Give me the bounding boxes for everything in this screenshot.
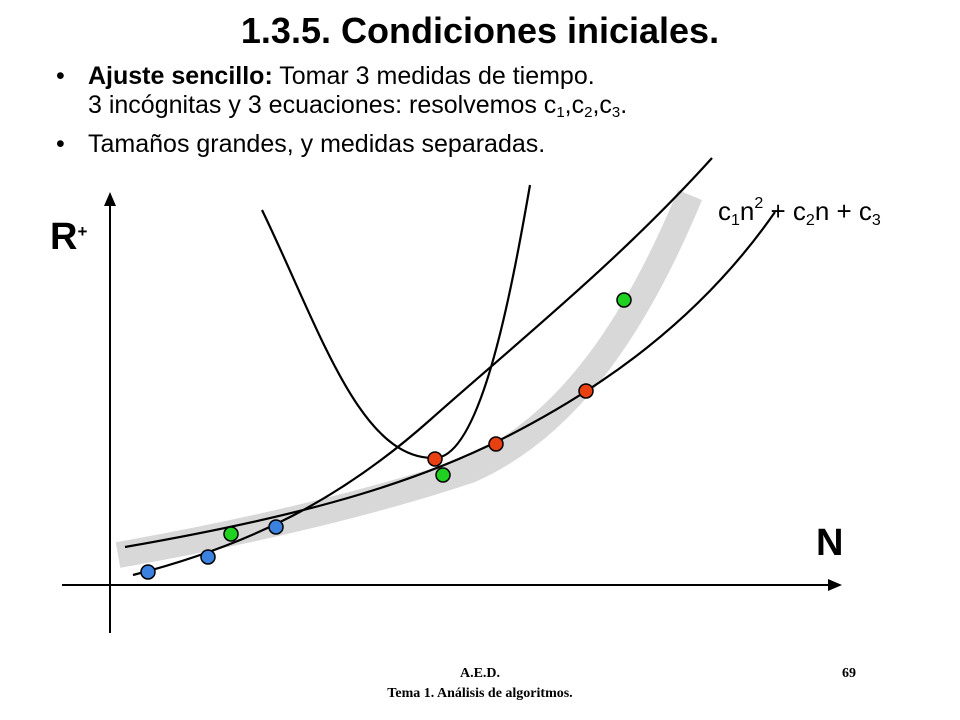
sub-2: 2 [584, 104, 593, 121]
polynomial-formula: c1n2 + c2n + c3 [718, 195, 881, 229]
bullet-tamanos: • Tamaños grandes, y medidas separadas. [56, 130, 936, 159]
f-c1: c [718, 196, 731, 226]
green-point [616, 292, 632, 308]
red-point [488, 436, 504, 452]
bullet-list: • Ajuste sencillo: Tomar 3 medidas de ti… [56, 62, 936, 159]
bullet-tamanos-text: Tamaños grandes, y medidas separadas. [88, 130, 546, 158]
f-n2: n [739, 196, 755, 226]
sub-3: 3 [611, 104, 621, 121]
f-s2: 2 [805, 212, 815, 229]
page-number: 69 [842, 666, 856, 681]
red-point [427, 451, 443, 467]
bullet-dot-icon: • [56, 130, 65, 158]
bullet-ajuste: • Ajuste sencillo: Tomar 3 medidas de ti… [56, 62, 936, 120]
parabola-curve [261, 184, 532, 460]
bullet-ajuste-line2: 3 incógnitas y 3 ecuaciones: resolvemos … [88, 91, 557, 119]
fit-band [115, 190, 703, 568]
green-point [223, 526, 239, 542]
footer-course: A.E.D. [459, 666, 501, 681]
green-points [223, 292, 632, 542]
footer-topic: Tema 1. Análisis de algoritmos. [387, 686, 573, 701]
bullet-dot-icon: • [56, 62, 65, 90]
shallow-curve [124, 211, 776, 549]
blue-point [268, 519, 284, 535]
sub-1: 1 [556, 104, 565, 121]
steep-curve [132, 157, 713, 577]
comma-c2: ,c [564, 91, 585, 119]
green-point [435, 467, 451, 483]
y-axis-arrow-icon [104, 192, 116, 206]
red-point [578, 383, 594, 399]
bullet-ajuste-text: Tomar 3 medidas de tiempo. [272, 62, 595, 90]
blue-points [140, 519, 284, 580]
f-s3: 3 [871, 212, 881, 229]
period: . [620, 91, 628, 119]
blue-point [200, 549, 216, 565]
red-points [427, 383, 594, 467]
bullet-ajuste-bold: Ajuste sencillo: [88, 62, 273, 90]
f-plus1: + c [763, 196, 806, 226]
y-axis-label: R+ [50, 216, 87, 259]
slide-title: 1.3.5. Condiciones iniciales. [240, 10, 720, 51]
f-n1: n + c [814, 196, 872, 226]
y-axis-label-text: R [50, 216, 78, 258]
f-p2: 2 [754, 195, 764, 212]
f-s1: 1 [731, 212, 740, 229]
x-axis-label: N [816, 522, 844, 564]
comma-c3: ,c [592, 91, 612, 119]
x-axis-arrow-icon [828, 579, 842, 591]
y-axis-label-sup: + [77, 222, 88, 241]
blue-point [140, 564, 156, 580]
